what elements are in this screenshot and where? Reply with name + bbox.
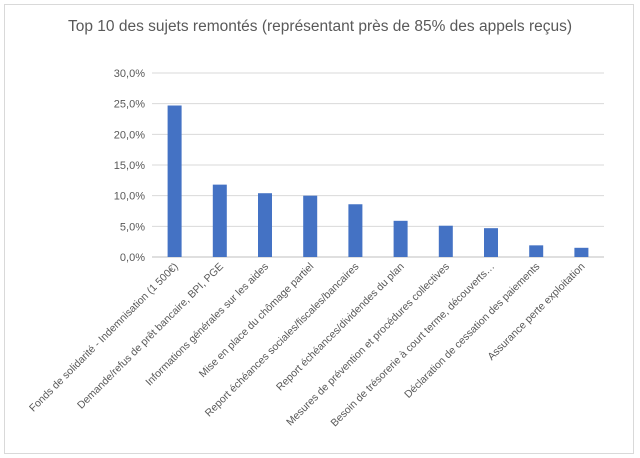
gridlines bbox=[152, 72, 604, 258]
bar bbox=[574, 247, 589, 257]
bar bbox=[484, 228, 498, 257]
y-axis-labels: 0,0% 5,0% 10,0% 15,0% 20,0% 25,0% 30,0% bbox=[114, 68, 145, 264]
bar bbox=[258, 193, 272, 257]
bar bbox=[212, 184, 227, 257]
y-tick-label: 0,0% bbox=[120, 252, 145, 264]
chart-title: Top 10 des sujets remontés (représentant… bbox=[67, 18, 573, 35]
bar bbox=[167, 105, 182, 257]
bar bbox=[529, 245, 544, 257]
y-tick-label: 25,0% bbox=[114, 99, 145, 111]
y-tick-label: 30,0% bbox=[114, 68, 145, 80]
x-axis-labels: Fonds de solidarité - Indemnisation (1 5… bbox=[27, 261, 588, 430]
bar bbox=[393, 220, 408, 257]
bars bbox=[167, 105, 589, 257]
chart-area bbox=[4, 4, 634, 454]
bar bbox=[303, 195, 318, 257]
y-tick-label: 10,0% bbox=[114, 191, 145, 203]
y-tick-label: 15,0% bbox=[114, 160, 145, 172]
y-tick-label: 20,0% bbox=[114, 129, 145, 141]
x-tick-label: Report échéances sociales/fiscales/banca… bbox=[203, 261, 362, 420]
x-tick-label: Mesures de prévention et procédures coll… bbox=[284, 261, 452, 429]
y-tick-label: 5,0% bbox=[120, 221, 145, 233]
bar bbox=[438, 225, 453, 257]
x-tick-label: Besoin de trésorerie à court terme, déco… bbox=[329, 261, 498, 430]
bar bbox=[348, 204, 363, 257]
x-tick-label: Assurance perte exploitation bbox=[485, 261, 587, 363]
x-tick-label: Fonds de solidarité - Indemnisation (1 5… bbox=[27, 261, 181, 415]
